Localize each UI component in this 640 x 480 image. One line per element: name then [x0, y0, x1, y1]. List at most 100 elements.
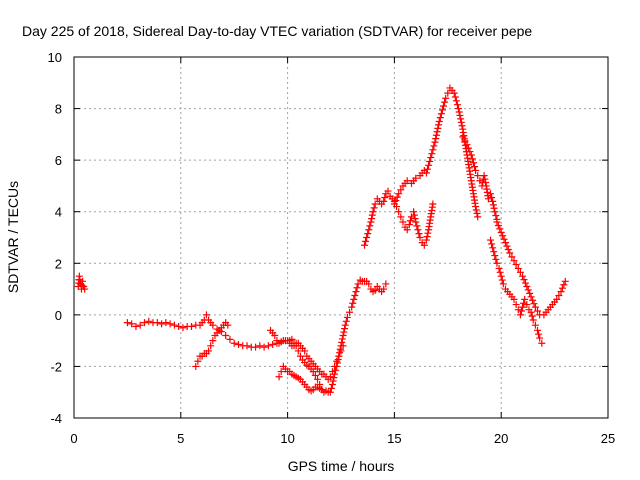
data-point — [335, 352, 343, 360]
x-tick-label: 5 — [177, 431, 184, 446]
data-point — [536, 334, 544, 342]
data-point — [489, 197, 497, 205]
data-point — [192, 362, 200, 370]
data-point — [431, 138, 439, 146]
data-point — [487, 236, 495, 244]
y-axis-label: SDTVAR / TECUs — [5, 181, 21, 293]
data-point — [338, 338, 346, 346]
data-point — [414, 226, 422, 234]
data-point — [314, 375, 322, 383]
data-point — [329, 377, 337, 385]
data-point — [175, 322, 183, 330]
data-point — [366, 222, 374, 230]
data-point — [560, 281, 568, 289]
data-point — [457, 118, 465, 126]
data-point — [471, 163, 478, 171]
grid-lines — [74, 57, 608, 418]
data-point — [351, 292, 359, 300]
data-point — [252, 343, 260, 351]
data-point — [423, 233, 431, 241]
data-point — [487, 190, 495, 198]
data-point — [512, 301, 520, 309]
data-point — [514, 306, 522, 314]
data-point — [531, 321, 539, 329]
data-point — [340, 328, 348, 336]
data-point — [458, 122, 466, 130]
x-axis-ticks: 0 5 10 15 20 25 — [70, 57, 615, 446]
data-point — [435, 117, 443, 125]
data-point — [326, 388, 334, 396]
data-point — [491, 252, 499, 260]
data-point — [343, 313, 351, 321]
data-point — [352, 288, 360, 296]
data-point — [493, 259, 501, 267]
y-tick-label: 8 — [55, 102, 62, 117]
data-point — [362, 237, 370, 245]
data-point — [222, 331, 230, 339]
data-point — [256, 342, 264, 350]
data-point — [512, 261, 520, 269]
series-main — [123, 276, 390, 396]
data-point — [412, 174, 420, 182]
data-point — [524, 286, 532, 294]
data-point — [123, 319, 131, 327]
data-point — [529, 316, 537, 324]
data-point — [426, 157, 434, 165]
data-point — [428, 150, 436, 158]
data-point — [488, 194, 496, 202]
data-point — [490, 248, 498, 256]
y-tick-label: 0 — [55, 308, 62, 323]
data-point — [500, 235, 508, 243]
data-point — [561, 277, 569, 285]
data-point — [432, 135, 440, 143]
data-point — [405, 221, 413, 229]
data-point — [553, 295, 561, 303]
data-point — [427, 154, 435, 162]
data-point — [243, 342, 251, 350]
data-point — [444, 89, 452, 97]
data-point — [158, 320, 166, 328]
data-point — [275, 373, 283, 381]
data-point — [523, 301, 531, 309]
data-point — [153, 319, 161, 327]
data-point — [346, 308, 354, 316]
data-point — [429, 146, 437, 154]
data-point — [489, 201, 497, 209]
data-point — [207, 342, 215, 350]
data-point — [381, 194, 389, 202]
data-point — [294, 347, 302, 355]
data-point — [311, 371, 319, 379]
data-point — [424, 165, 432, 173]
data-point — [453, 101, 461, 109]
data-point — [368, 215, 376, 223]
data-point — [334, 356, 342, 364]
data-point — [288, 335, 296, 343]
series-lower — [267, 326, 347, 383]
data-point — [501, 239, 509, 247]
data-point — [349, 299, 357, 307]
x-axis-label: GPS time / hours — [288, 458, 395, 474]
data-point — [136, 321, 144, 329]
data-point — [497, 272, 505, 280]
data-point — [226, 335, 234, 343]
data-point — [363, 234, 371, 241]
data-point — [517, 307, 525, 315]
data-point — [348, 303, 356, 311]
data-point — [441, 98, 449, 106]
data-point — [489, 244, 497, 252]
data-point — [339, 342, 347, 350]
data-point — [535, 330, 543, 338]
data-point — [128, 320, 136, 328]
data-point — [529, 296, 537, 304]
data-point — [527, 293, 535, 301]
series-peak — [390, 84, 482, 221]
data-point — [301, 347, 309, 355]
data-point — [360, 241, 368, 249]
data-point — [209, 321, 217, 329]
data-point — [406, 217, 414, 225]
data-point — [555, 292, 563, 300]
data-point — [494, 221, 502, 229]
data-point — [490, 204, 498, 212]
data-point — [205, 347, 213, 355]
